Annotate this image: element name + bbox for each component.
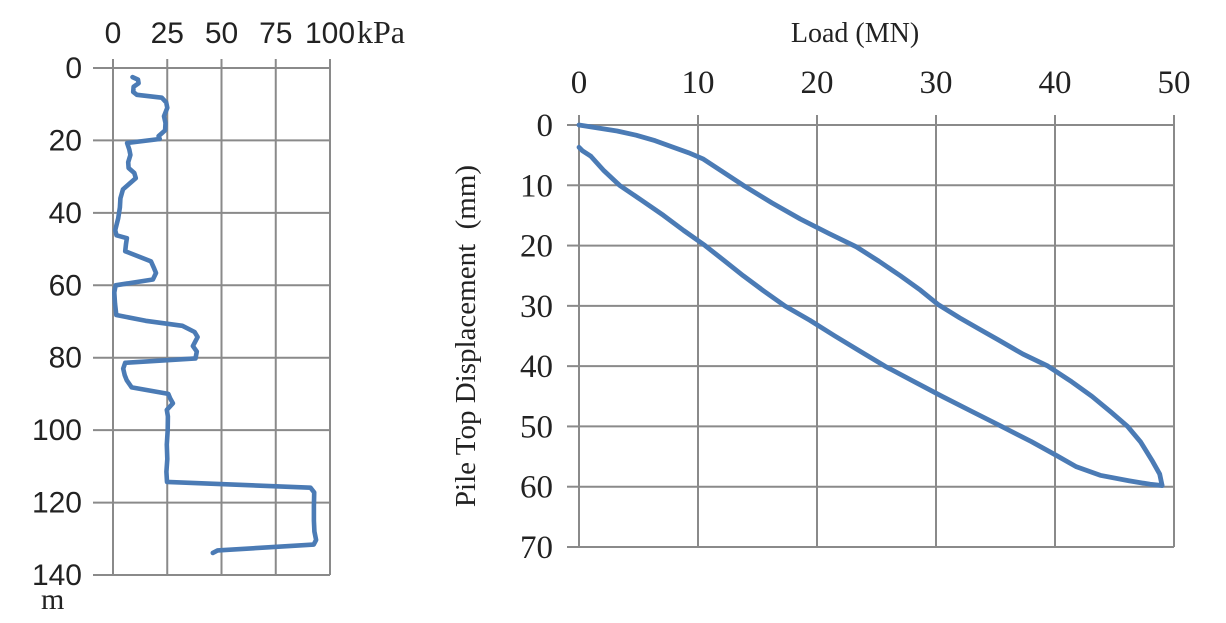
x-tick-label: 10 bbox=[682, 65, 715, 101]
x-tick-label: 0 bbox=[105, 17, 122, 50]
y-tick-label: 120 bbox=[32, 487, 82, 520]
x-tick-label: 40 bbox=[1039, 65, 1072, 101]
series-resistance-profile-line bbox=[112, 74, 319, 556]
y-tick-label: 20 bbox=[49, 124, 82, 157]
x-tick-label: 50 bbox=[1158, 65, 1191, 101]
load-axis-title: Load (MN) bbox=[790, 18, 920, 49]
y-tick-label: 0 bbox=[65, 52, 82, 85]
y-tick-label: 50 bbox=[520, 409, 553, 445]
y-tick-label: 100 bbox=[32, 414, 82, 447]
series-loading-line bbox=[576, 122, 1165, 488]
y-tick-label: 20 bbox=[520, 229, 553, 265]
y-tick-label: 70 bbox=[520, 530, 553, 566]
x-tick-label: 75 bbox=[259, 17, 292, 50]
depth-unit-label: m bbox=[41, 583, 65, 616]
y-tick-label: 60 bbox=[520, 470, 553, 506]
x-tick-label: 20 bbox=[801, 65, 834, 101]
series-unloading-line bbox=[576, 144, 1165, 488]
y-tick-label: 140 bbox=[32, 559, 82, 592]
y-tick-label: 30 bbox=[520, 289, 553, 325]
y-tick-label: 60 bbox=[49, 269, 82, 302]
x-tick-label: 100 bbox=[305, 17, 355, 50]
displacement-axis-title: Pile Top Displacement (mm) bbox=[450, 164, 483, 508]
x-tick-label: 25 bbox=[151, 17, 184, 50]
y-tick-label: 10 bbox=[520, 168, 553, 204]
y-tick-label: 80 bbox=[49, 342, 82, 375]
kpa-unit-label: kPa bbox=[357, 14, 405, 50]
x-tick-label: 30 bbox=[920, 65, 953, 101]
x-tick-label: 0 bbox=[571, 65, 588, 101]
x-tick-label: 50 bbox=[205, 17, 238, 50]
y-tick-label: 40 bbox=[520, 349, 553, 385]
y-tick-label: 40 bbox=[49, 197, 82, 230]
y-tick-label: 0 bbox=[537, 108, 554, 144]
